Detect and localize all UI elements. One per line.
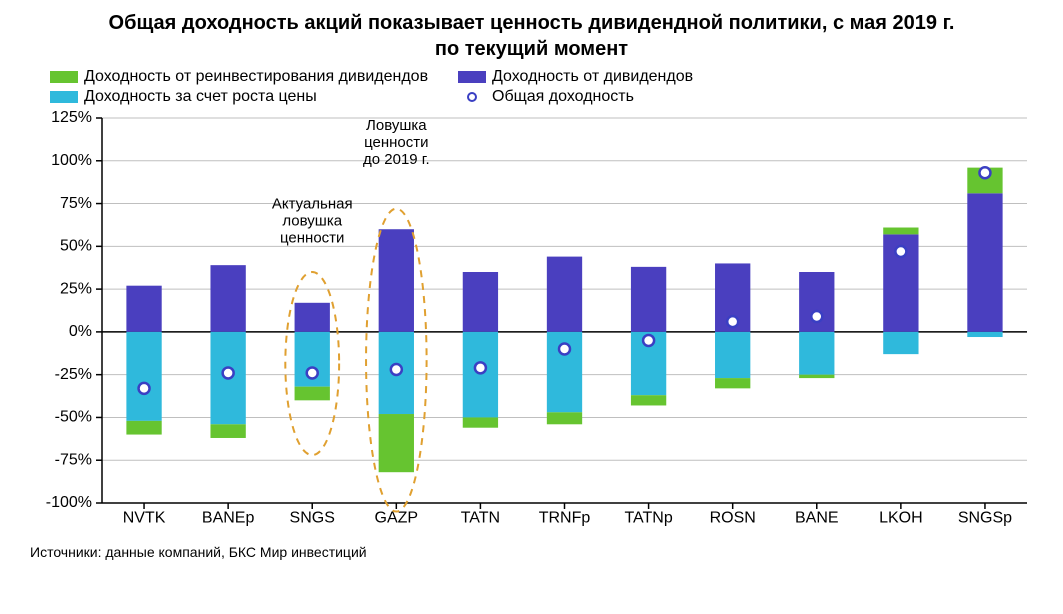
total-return-marker xyxy=(811,311,822,322)
bar-dividends xyxy=(126,286,161,332)
ytick-label: -75% xyxy=(54,451,91,468)
total-return-marker xyxy=(559,344,570,355)
legend-swatch-price xyxy=(50,91,78,103)
total-return-marker xyxy=(643,335,654,346)
bar-reinvest xyxy=(462,417,497,427)
bar-price xyxy=(126,332,161,421)
annotation-label: Актуальная xyxy=(271,196,352,213)
bar-dividends xyxy=(967,193,1002,332)
annotation-label: ценности xyxy=(364,134,428,151)
bar-dividends xyxy=(462,272,497,332)
chart-title: Общая доходность акций показывает ценнос… xyxy=(40,10,1023,62)
xtick-label: SNGSp xyxy=(957,509,1011,526)
chart-svg: -100% -75% -50% -25% 0% 25% 50% 75% 100% 125% NVTK… xyxy=(32,108,1032,538)
legend-marker-total xyxy=(458,90,486,104)
xtick-label: BANEp xyxy=(201,509,254,526)
legend-marker-circle xyxy=(467,92,477,102)
legend-label-total: Общая доходность xyxy=(492,88,634,106)
total-return-marker xyxy=(222,367,233,378)
bar-reinvest xyxy=(883,228,918,235)
ytick-label: 75% xyxy=(59,195,91,212)
bar-reinvest xyxy=(546,412,581,424)
xtick-label: LKOH xyxy=(879,509,923,526)
bar-reinvest xyxy=(630,395,665,405)
annotation-label: ценности xyxy=(280,230,344,247)
bar-dividends xyxy=(294,303,329,332)
bar-dividends xyxy=(630,267,665,332)
title-line-2: по текущий момент xyxy=(435,38,628,60)
xtick-label: NVTK xyxy=(122,509,165,526)
ytick-label: 0% xyxy=(68,323,91,340)
xtick-label: BANE xyxy=(794,509,838,526)
bar-price xyxy=(462,332,497,418)
ytick-label: 100% xyxy=(51,152,92,169)
bar-price xyxy=(799,332,834,375)
xtick-label: SNGS xyxy=(289,509,334,526)
chart-area: -100% -75% -50% -25% 0% 25% 50% 75% 100% 125% NVTK… xyxy=(32,108,1032,538)
bar-dividends xyxy=(546,257,581,332)
ytick-label: 50% xyxy=(59,238,91,255)
ytick-label: -50% xyxy=(54,409,91,426)
bar-price xyxy=(715,332,750,378)
xtick-label: TATN xyxy=(460,509,499,526)
total-return-marker xyxy=(895,246,906,257)
bar-reinvest xyxy=(715,378,750,388)
bar-dividends xyxy=(378,229,413,332)
ytick-label: 125% xyxy=(51,109,92,126)
xtick-label: TATNp xyxy=(624,509,672,526)
bar-price xyxy=(967,332,1002,337)
bar-reinvest xyxy=(378,414,413,472)
title-line-1: Общая доходность акций показывает ценнос… xyxy=(109,12,955,34)
xtick-label: TRNFp xyxy=(538,509,590,526)
bar-reinvest xyxy=(126,421,161,435)
total-return-marker xyxy=(727,316,738,327)
bar-reinvest xyxy=(799,375,834,378)
legend-item-dividends: Доходность от дивидендов xyxy=(458,68,838,86)
annotation-label: Ловушка xyxy=(366,117,427,134)
legend-label-dividends: Доходность от дивидендов xyxy=(492,68,693,86)
legend-item-reinvest: Доходность от реинвестирования дивидендо… xyxy=(50,68,430,86)
source-line: Источники: данные компаний, БКС Мир инве… xyxy=(30,544,1043,560)
xtick-label: ROSN xyxy=(709,509,755,526)
total-return-marker xyxy=(979,167,990,178)
legend-label-price: Доходность за счет роста цены xyxy=(84,88,317,106)
ytick-label: -100% xyxy=(45,494,91,511)
total-return-marker xyxy=(138,383,149,394)
ytick-label: 25% xyxy=(59,280,91,297)
ytick-label: -25% xyxy=(54,366,91,383)
bar-reinvest xyxy=(294,387,329,401)
annotation-label: ловушка xyxy=(282,213,342,230)
legend-swatch-reinvest xyxy=(50,71,78,83)
annotation-label: до 2019 г. xyxy=(363,151,430,168)
legend-item-total: Общая доходность xyxy=(458,88,838,106)
bar-reinvest xyxy=(210,424,245,438)
bar-dividends xyxy=(210,265,245,332)
legend-item-price: Доходность за счет роста цены xyxy=(50,88,430,106)
bar-price xyxy=(883,332,918,354)
legend-swatch-dividends xyxy=(458,71,486,83)
legend-label-reinvest: Доходность от реинвестирования дивидендо… xyxy=(84,68,428,86)
total-return-marker xyxy=(390,364,401,375)
legend: Доходность от реинвестирования дивидендо… xyxy=(50,68,1043,106)
total-return-marker xyxy=(474,362,485,373)
total-return-marker xyxy=(306,367,317,378)
page: Общая доходность акций показывает ценнос… xyxy=(0,0,1063,614)
